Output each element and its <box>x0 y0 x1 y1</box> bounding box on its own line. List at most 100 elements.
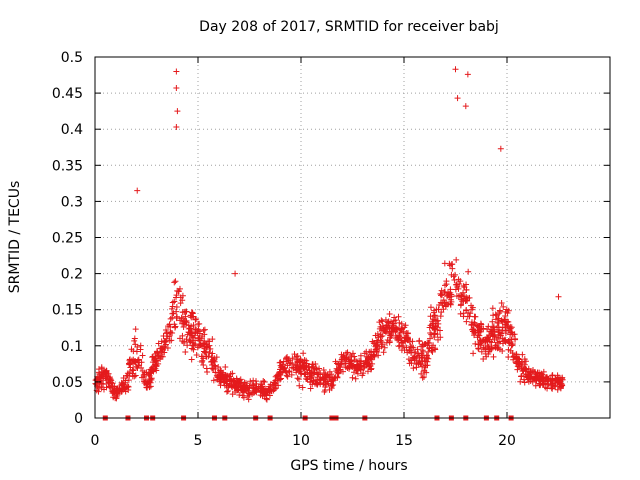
data-point <box>125 383 132 390</box>
data-point <box>231 383 238 390</box>
data-point <box>149 367 156 374</box>
data-point <box>261 379 268 386</box>
data-point <box>120 381 127 388</box>
data-point <box>274 374 281 381</box>
x-tick-label: 15 <box>395 433 413 449</box>
data-point <box>418 343 425 350</box>
data-point <box>253 378 260 385</box>
data-point <box>171 279 178 286</box>
data-point <box>552 379 559 386</box>
data-point <box>514 366 521 373</box>
data-point <box>139 367 146 374</box>
data-point <box>324 372 331 379</box>
data-point <box>521 379 528 386</box>
data-point <box>381 344 388 351</box>
data-point <box>328 377 335 384</box>
data-point <box>173 68 180 75</box>
x-tick-label: 10 <box>292 433 310 449</box>
data-points <box>92 66 566 403</box>
x-tick-label: 5 <box>194 433 203 449</box>
data-point <box>429 348 436 355</box>
data-point <box>103 369 110 376</box>
data-point <box>492 344 499 351</box>
y-tick-label: 0.3 <box>61 194 83 210</box>
data-point <box>188 356 195 363</box>
y-tick-label: 0 <box>74 411 83 427</box>
data-point <box>376 325 383 332</box>
data-point <box>293 369 300 376</box>
data-point <box>427 329 434 336</box>
data-point <box>545 381 552 388</box>
data-point <box>505 307 512 314</box>
data-point <box>245 396 252 403</box>
data-point <box>537 380 544 387</box>
data-point <box>463 281 470 288</box>
data-point <box>135 356 142 363</box>
data-point <box>377 337 384 344</box>
data-point <box>289 355 296 362</box>
data-point <box>280 366 287 373</box>
data-point <box>489 305 496 312</box>
data-point <box>401 334 408 341</box>
data-point <box>173 294 180 301</box>
data-point <box>342 356 349 363</box>
data-point <box>497 145 504 152</box>
data-point <box>234 386 241 393</box>
chart-title: Day 208 of 2017, SRMTID for receiver bab… <box>199 19 499 35</box>
y-tick-labels: 0 0.05 0.1 0.15 0.2 0.25 0.3 0.35 0.4 0.45 0.5 <box>52 50 83 427</box>
data-point <box>484 342 491 349</box>
data-point <box>307 385 314 392</box>
data-point <box>535 375 542 382</box>
x-tick-label: 20 <box>498 433 516 449</box>
data-point <box>184 342 191 349</box>
data-point <box>237 383 244 390</box>
data-point <box>348 353 355 360</box>
data-point <box>122 388 129 395</box>
data-point <box>206 346 213 353</box>
data-point <box>243 380 250 387</box>
data-point <box>415 361 422 368</box>
data-point <box>368 365 375 372</box>
data-point <box>105 379 112 386</box>
data-point <box>351 363 358 370</box>
data-point <box>428 347 435 354</box>
data-point <box>313 381 320 388</box>
data-point <box>322 387 329 394</box>
data-point <box>182 349 189 356</box>
data-point <box>505 338 512 344</box>
data-point <box>139 352 146 359</box>
data-point <box>414 346 421 353</box>
data-point <box>374 338 381 345</box>
y-tick-label: 0.15 <box>52 303 83 319</box>
y-tick-label: 0.2 <box>61 267 83 283</box>
data-point <box>500 303 507 310</box>
data-point <box>406 360 413 367</box>
data-point <box>100 386 107 393</box>
data-point <box>519 365 526 372</box>
data-point <box>183 336 190 343</box>
data-point <box>303 366 310 373</box>
data-point <box>173 124 180 131</box>
data-point <box>482 338 489 345</box>
data-point <box>411 349 418 356</box>
data-point <box>144 384 151 391</box>
data-point <box>464 71 471 78</box>
data-point <box>312 361 319 368</box>
data-point <box>172 278 179 285</box>
x-axis-title: GPS time / hours <box>290 458 407 474</box>
data-point <box>180 339 187 346</box>
data-point <box>357 360 364 367</box>
data-point <box>193 351 200 358</box>
data-point <box>395 313 402 320</box>
data-point <box>378 343 385 350</box>
data-point <box>133 363 140 370</box>
data-point <box>210 377 217 384</box>
data-point <box>437 299 444 306</box>
data-point <box>100 370 107 377</box>
data-point <box>346 363 353 370</box>
data-point <box>169 303 176 310</box>
data-point <box>532 376 539 383</box>
data-point <box>179 309 186 316</box>
data-point <box>525 365 532 372</box>
